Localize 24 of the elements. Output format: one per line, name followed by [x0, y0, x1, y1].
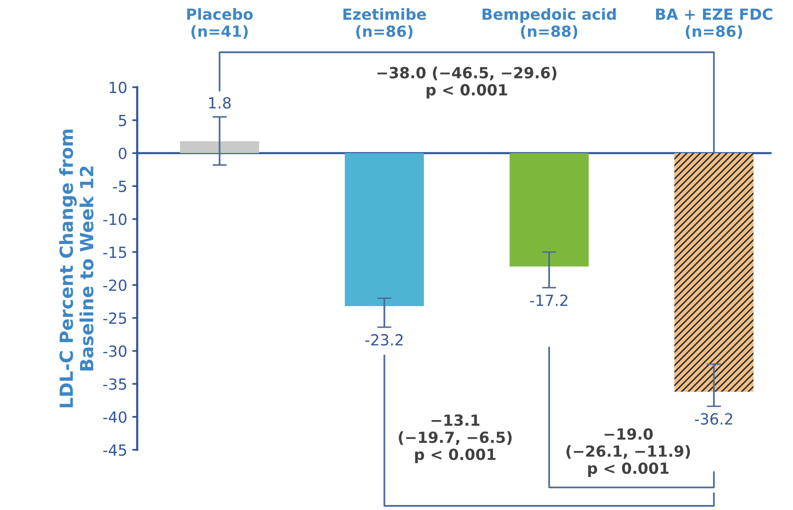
y-tick-label: -30 — [103, 345, 126, 357]
x-tick-label: BA + EZE FDC (n=86) — [656, 8, 772, 39]
annotation: −13.1 (−19.7, −6.5) p < 0.001 — [398, 414, 512, 464]
y-tick-label: 10 — [110, 82, 126, 94]
y-tick-label: -45 — [103, 444, 126, 456]
x-tick-label: Placebo (n=41) — [187, 8, 253, 39]
y-tick-label: 5 — [118, 114, 126, 126]
x-tick-label: Ezetimibe (n=86) — [343, 8, 426, 39]
data-label: -36.2 — [694, 413, 732, 425]
annotation: −19.0 (−26.1, −11.9) p < 0.001 — [566, 428, 690, 477]
y-tick-label: 0 — [118, 148, 126, 160]
y-tick-label: -25 — [103, 312, 126, 324]
y-tick-label: -15 — [103, 246, 126, 258]
data-label: -23.2 — [365, 334, 403, 346]
y-tick-label: -40 — [103, 411, 126, 423]
data-label: 1.8 — [209, 97, 231, 109]
annotation: −38.0 (−46.5, −29.6) p < 0.001 — [377, 66, 556, 99]
y-tick-label: -35 — [103, 378, 126, 390]
data-label: -17.2 — [530, 294, 568, 306]
y-tick-label: -10 — [103, 214, 126, 226]
y-tick-label: -5 — [112, 180, 126, 192]
x-tick-label: Bempedoic acid (n=88) — [482, 8, 616, 39]
y-tick-label: -20 — [103, 279, 126, 292]
y-axis-title: LDL-C Percent Change from Baseline to Week 12 — [59, 130, 94, 408]
